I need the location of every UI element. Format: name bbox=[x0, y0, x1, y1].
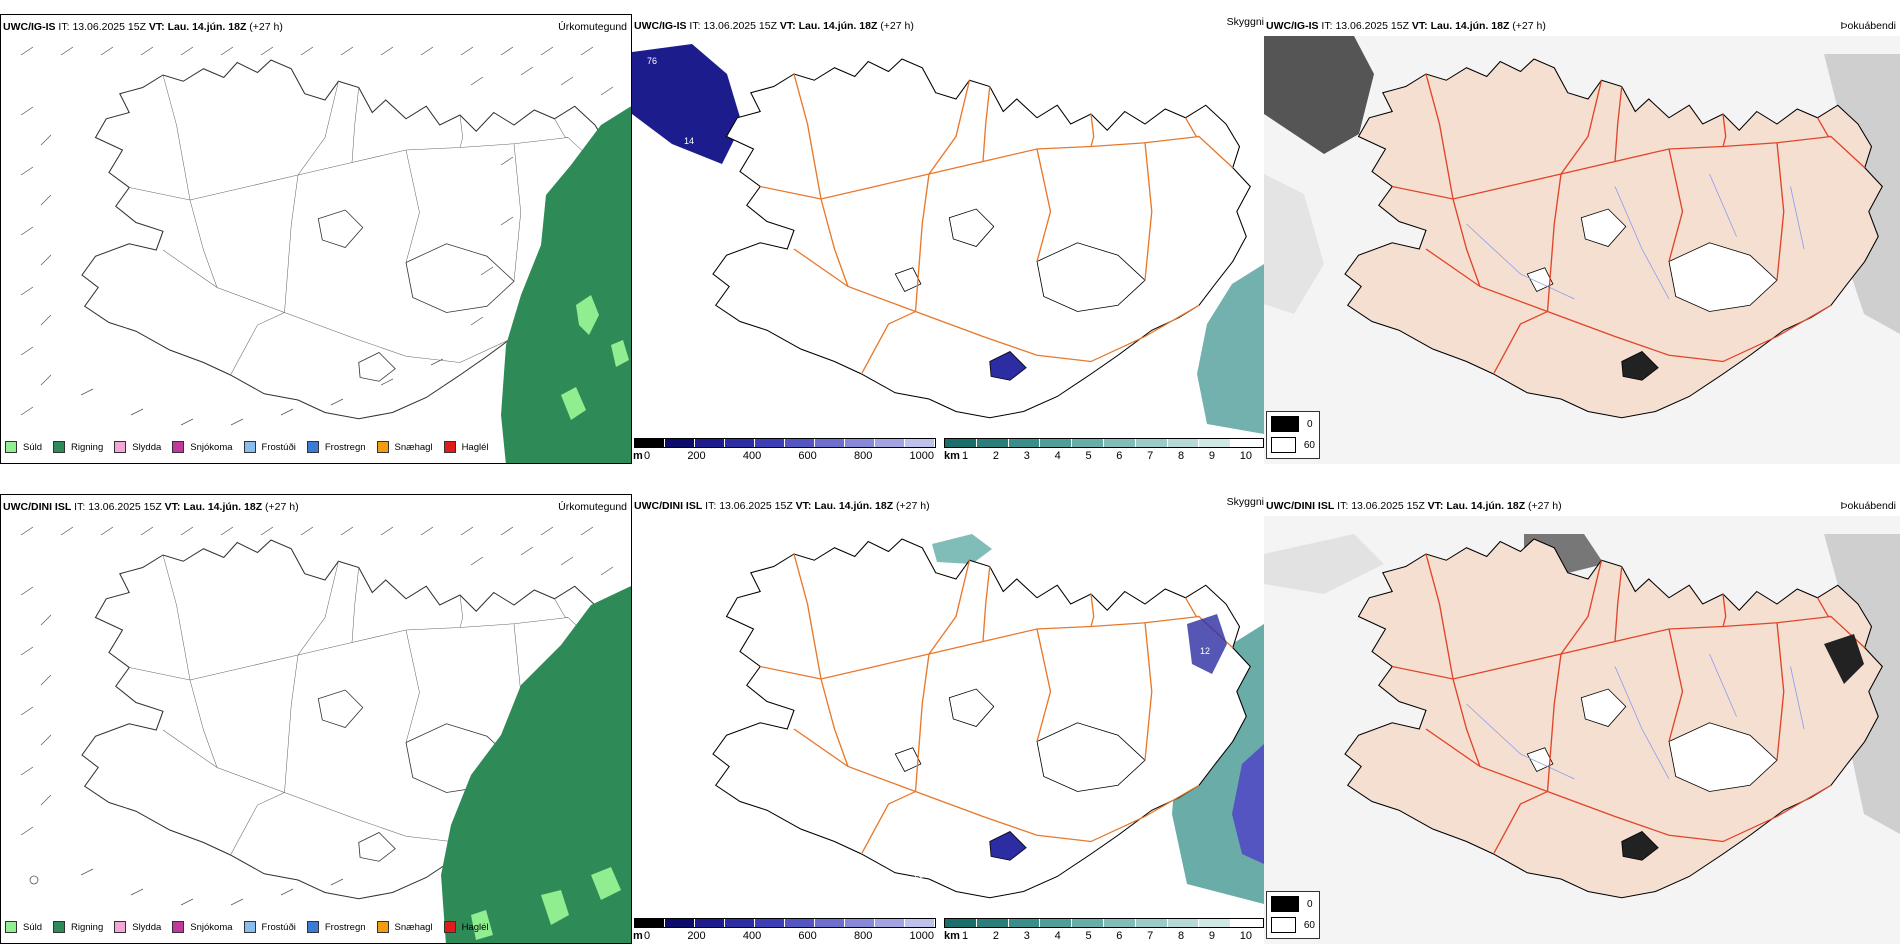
legend-item-snjokoma: Snjókoma bbox=[172, 441, 233, 453]
cloud-value-label: 29 bbox=[914, 870, 924, 880]
legend-item-rigning: Rigning bbox=[53, 921, 103, 933]
rain-area bbox=[501, 106, 631, 463]
cloud-panel-top: 76 14 72 UWC/IG-IS IT: 13.06.2025 15Z VT… bbox=[632, 14, 1264, 464]
legend-item-sudl: Súld bbox=[5, 921, 42, 933]
precip-title-top: Úrkomutegund bbox=[558, 21, 627, 33]
legend-item-frostudi: Frostúði bbox=[243, 441, 296, 453]
cloud-title-bottom: Skyggni bbox=[1226, 496, 1264, 508]
precip-header-top: UWC/IG-IS IT: 13.06.2025 15Z VT: Lau. 14… bbox=[3, 21, 283, 33]
cloud-value-label: 76 bbox=[647, 56, 657, 66]
cloudbase-ticks-top: 0 200 400 600 800 1000 bbox=[644, 450, 934, 462]
cloudbase-colorbar-bottom bbox=[634, 918, 936, 928]
cloudbase-unit: m bbox=[633, 450, 643, 462]
visibility-unit: km bbox=[944, 450, 960, 462]
precip-panel-top: UWC/IG-IS IT: 13.06.2025 15Z VT: Lau. 14… bbox=[0, 14, 632, 464]
legend-item-snaehagl: Snæhagl bbox=[376, 441, 433, 453]
fog-header-bottom: UWC/DINI ISL IT: 13.06.2025 15Z VT: Lau.… bbox=[1266, 500, 1562, 512]
fog-panel-bottom: UWC/DINI ISL IT: 13.06.2025 15Z VT: Lau.… bbox=[1264, 494, 1900, 944]
cloudbase-colorbar-top bbox=[634, 438, 936, 448]
legend-item-frostregn: Frostregn bbox=[306, 441, 366, 453]
legend-item-snjokoma: Snjókoma bbox=[172, 921, 233, 933]
precip-header-bottom: UWC/DINI ISL IT: 13.06.2025 15Z VT: Lau.… bbox=[3, 501, 299, 513]
legend-item-snaehagl: Snæhagl bbox=[376, 921, 433, 933]
precip-panel-bottom: UWC/DINI ISL IT: 13.06.2025 15Z VT: Lau.… bbox=[0, 494, 632, 944]
visibility-colorbar-bottom bbox=[944, 918, 1264, 928]
fog-title-top: Þokuábendi bbox=[1840, 20, 1896, 32]
rain-area bbox=[441, 585, 631, 943]
legend-item-haglel: Haglél bbox=[443, 921, 489, 933]
fog-legend-top: 0 60 bbox=[1266, 411, 1320, 459]
visibility-area bbox=[932, 534, 992, 564]
fog-map-top bbox=[1264, 36, 1900, 464]
drizzle-area bbox=[471, 867, 621, 940]
legend-item-sudl: Súld bbox=[5, 441, 42, 453]
precip-map-bottom bbox=[20, 526, 631, 943]
cloud-panel-bottom: 29 86 12 UWC/DINI ISL IT: 13.06.2025 15Z… bbox=[632, 494, 1264, 944]
cloud-value-label: 72 bbox=[927, 384, 937, 394]
cloud-value-label: 12 bbox=[1200, 646, 1210, 656]
cloud-value-label: 14 bbox=[684, 136, 694, 146]
fog-panel-top: UWC/IG-IS IT: 13.06.2025 15Z VT: Lau. 14… bbox=[1264, 14, 1900, 464]
cloud-map-top: 76 14 72 bbox=[632, 44, 1264, 434]
visibility-ticks-bottom: 1 2 3 4 5 6 7 8 9 10 bbox=[962, 930, 1252, 942]
fog-title-bottom: Þokuábendi bbox=[1840, 500, 1896, 512]
cloud-title-top: Skyggni bbox=[1226, 16, 1264, 28]
fog-map-bottom bbox=[1264, 516, 1900, 944]
visibility-unit: km bbox=[944, 930, 960, 942]
precip-legend-bottom: Súld Rigning Slydda Snjókoma Frostúði Fr… bbox=[5, 921, 500, 933]
precip-title-bottom: Úrkomutegund bbox=[558, 501, 627, 513]
low-cloud-area bbox=[632, 44, 742, 164]
legend-item-frostudi: Frostúði bbox=[243, 921, 296, 933]
visibility-colorbar-top bbox=[944, 438, 1264, 448]
wind-barbs bbox=[20, 46, 614, 426]
legend-item-frostregn: Frostregn bbox=[306, 921, 366, 933]
fog-header-top: UWC/IG-IS IT: 13.06.2025 15Z VT: Lau. 14… bbox=[1266, 20, 1546, 32]
fog-legend-bottom: 0 60 bbox=[1266, 891, 1320, 939]
legend-item-slydda: Slydda bbox=[114, 921, 161, 933]
drizzle-area bbox=[561, 295, 629, 420]
low-cloud-area bbox=[1232, 744, 1264, 864]
legend-item-haglel: Haglél bbox=[443, 441, 489, 453]
cloud-header-top: UWC/IG-IS IT: 13.06.2025 15Z VT: Lau. 14… bbox=[634, 20, 914, 32]
legend-item-slydda: Slydda bbox=[114, 441, 161, 453]
precip-legend-top: Súld Rigning Slydda Snjókoma Frostúði Fr… bbox=[5, 441, 500, 453]
cloud-header-bottom: UWC/DINI ISL IT: 13.06.2025 15Z VT: Lau.… bbox=[634, 500, 930, 512]
visibility-ticks-top: 1 2 3 4 5 6 7 8 9 10 bbox=[962, 450, 1252, 462]
legend-item-rigning: Rigning bbox=[53, 441, 103, 453]
precip-map-top bbox=[20, 46, 631, 463]
cloud-map-bottom: 29 86 12 bbox=[712, 534, 1264, 904]
cloud-value-label: 86 bbox=[930, 864, 940, 874]
wind-barbs bbox=[20, 526, 614, 906]
cloudbase-ticks-bottom: 0 200 400 600 800 1000 bbox=[644, 930, 934, 942]
cloudbase-unit: m bbox=[633, 930, 643, 942]
visibility-area bbox=[1197, 264, 1264, 434]
